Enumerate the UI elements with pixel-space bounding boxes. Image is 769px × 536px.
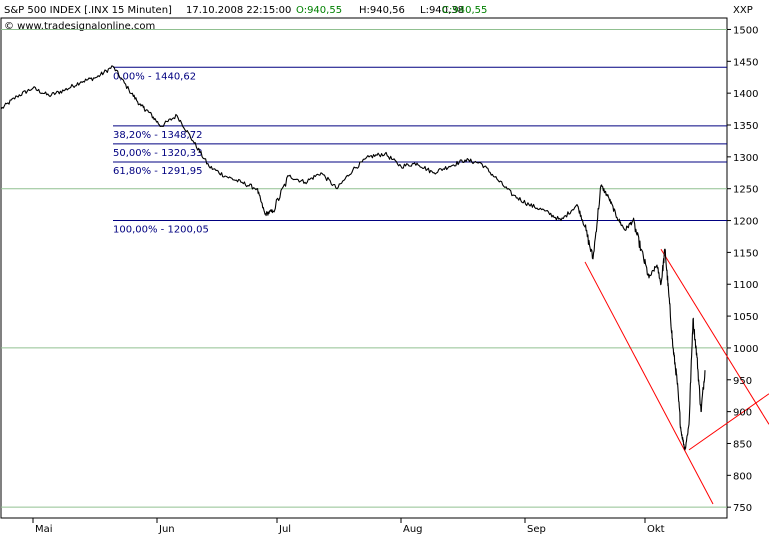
price-layer [0,65,706,451]
x-tick-label: Jun [158,524,175,535]
header-symbol: XXP [733,5,753,16]
y-tick-label: 1000 [733,344,758,355]
x-axis: Mai Jun Jul Aug Sep Okt [32,518,665,535]
trend-layer [584,248,769,505]
header-open: O:940,55 [296,5,342,16]
y-tick-label: 1250 [733,185,758,196]
x-tick-label: Aug [403,524,423,535]
header-instrument: S&P 500 INDEX [.INX 15 Minuten] [4,5,172,16]
y-tick-label: 800 [733,471,752,482]
header-high: H:940,56 [359,5,405,16]
x-tick-label: Jul [278,524,291,535]
y-tick-label: 1100 [733,280,758,291]
y-tick-label: 1050 [733,312,758,323]
x-tick-label: Okt [647,524,665,535]
fib-layer: 0,00% - 1440,62 38,20% - 1348,72 50,00% - … [113,66,727,236]
plot-frame [0,17,728,519]
y-tick-label: 750 [733,503,752,514]
y-tick-label: 1500 [733,25,758,36]
y-tick-label: 1150 [733,248,758,259]
fib-level-label: 100,00% - 1200,05 [113,225,209,236]
header-datetime: 17.10.2008 22:15:00 [186,5,291,16]
header-close: C:940,55 [442,5,487,16]
trend-line [660,248,769,425]
price-series-line [0,65,706,451]
y-tick-label: 1300 [733,153,758,164]
fib-level-label: 0,00% - 1440,62 [113,71,196,82]
y-axis: 1500 1450 1400 1350 1300 1250 1200 1150 1100 1050… [727,25,758,514]
y-tick-label: 1450 [733,57,758,68]
x-tick-label: Mai [35,524,53,535]
trend-line [688,393,769,451]
fib-level-label: 38,20% - 1348,72 [113,130,202,141]
header-source: © www.tradesignalonline.com [4,21,155,32]
y-tick-label: 950 [733,376,752,387]
y-tick-label: 900 [733,408,752,419]
trend-line [584,261,714,505]
fib-level-label: 61,80% - 1291,95 [113,166,202,177]
grid-layer [1,28,727,508]
header-low: L:940,38 [420,5,464,16]
y-tick-label: 1200 [733,217,758,228]
x-tick-label: Sep [527,524,546,535]
fib-level-label: 50,00% - 1320,33 [113,148,202,159]
y-tick-label: 1350 [733,121,758,132]
y-tick-label: 1400 [733,89,758,100]
y-tick-label: 850 [733,439,752,450]
